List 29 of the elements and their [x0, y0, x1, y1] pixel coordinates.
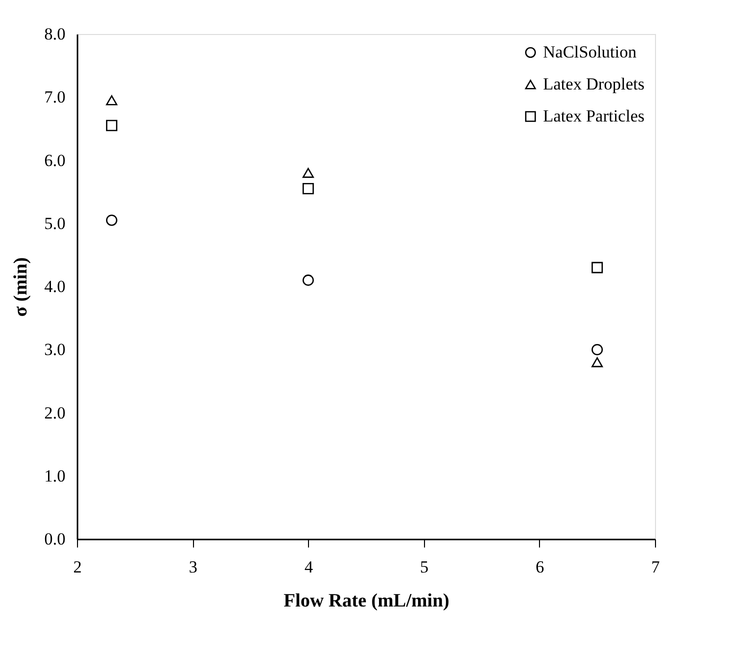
y-tick-label: 4.0: [44, 277, 66, 296]
x-tick-label: 2: [73, 558, 82, 576]
x-axis-title: Flow Rate (mL/min): [284, 590, 450, 612]
point: [106, 95, 118, 106]
y-tick-label: 1.0: [44, 466, 66, 486]
y-tick-label: 5.0: [44, 214, 66, 233]
y-tick-label: 7.0: [44, 88, 66, 107]
point: [106, 120, 118, 132]
legend-label: NaClSolution: [543, 42, 638, 62]
point: [592, 262, 603, 274]
x-tick-label: 4: [304, 558, 314, 576]
x-tick-label: 3: [188, 558, 198, 576]
legend-label: Latex Droplets: [543, 74, 644, 94]
x-tick-label: 5: [420, 558, 429, 576]
point: [592, 357, 603, 368]
point: [592, 344, 603, 356]
x-tick-label: 7: [651, 558, 660, 576]
point: [302, 183, 314, 194]
point: [106, 214, 118, 226]
legend-label: Latex Particles: [543, 106, 644, 126]
point: [302, 168, 314, 178]
y-tick-label: 6.0: [44, 150, 66, 170]
y-tick-label: 2.0: [44, 403, 66, 422]
y-tick-label: 3.0: [44, 340, 66, 360]
x-tick-label: 6: [536, 558, 544, 576]
point: [302, 274, 314, 286]
y-tick-label: 8.0: [44, 24, 66, 44]
y-axis-title: σ (min): [10, 257, 32, 317]
y-tick-label: 0.0: [44, 530, 66, 548]
